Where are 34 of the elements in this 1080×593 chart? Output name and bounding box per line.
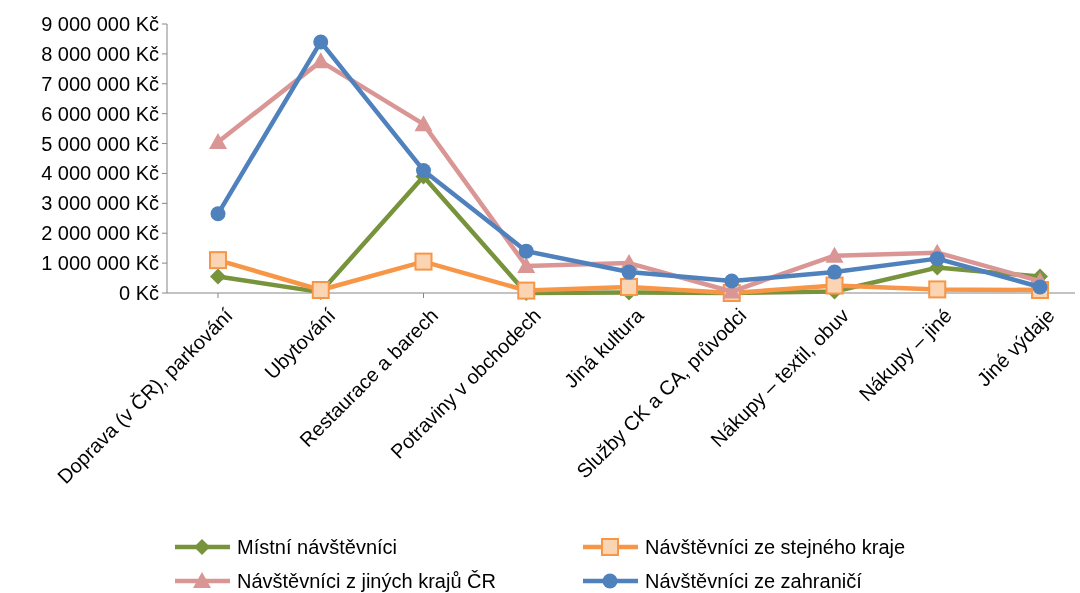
legend-label: Místní návštěvníci <box>237 536 398 558</box>
y-tick-label: 1 000 000 Kč <box>41 252 159 275</box>
point <box>209 133 227 150</box>
y-tick-label: 6 000 000 Kč <box>41 102 159 125</box>
y-tick-label: 3 000 000 Kč <box>41 192 159 215</box>
point <box>210 268 226 285</box>
point <box>620 278 638 297</box>
legend-label: Návštěvníci z jiných krajů ČR <box>237 570 496 592</box>
y-tick-label: 4 000 000 Kč <box>41 162 159 185</box>
point <box>517 257 536 274</box>
point <box>209 251 227 270</box>
point <box>1032 279 1048 295</box>
y-tick-label: 8 000 000 Kč <box>41 42 159 65</box>
legend-label: Návštěvníci ze stejného kraje <box>645 536 906 558</box>
point <box>621 264 637 280</box>
point <box>210 206 226 222</box>
point <box>928 280 947 299</box>
point <box>517 281 536 300</box>
point <box>827 264 842 280</box>
y-tick-label: 2 000 000 Kč <box>41 222 159 245</box>
y-tick-label: 7 000 000 Kč <box>41 72 159 95</box>
point <box>518 243 534 259</box>
point <box>313 34 329 50</box>
y-tick-label: 9 000 000 Kč <box>41 13 159 35</box>
legend-label: Návštěvníci ze zahraničí <box>645 570 863 592</box>
point <box>414 115 433 132</box>
y-tick-label: 0 Kč <box>118 282 159 304</box>
point <box>724 273 740 289</box>
point <box>414 252 433 271</box>
point <box>929 251 945 267</box>
point <box>825 246 844 263</box>
y-tick-label: 5 000 000 Kč <box>41 132 159 155</box>
point <box>416 162 431 178</box>
point <box>825 276 844 295</box>
